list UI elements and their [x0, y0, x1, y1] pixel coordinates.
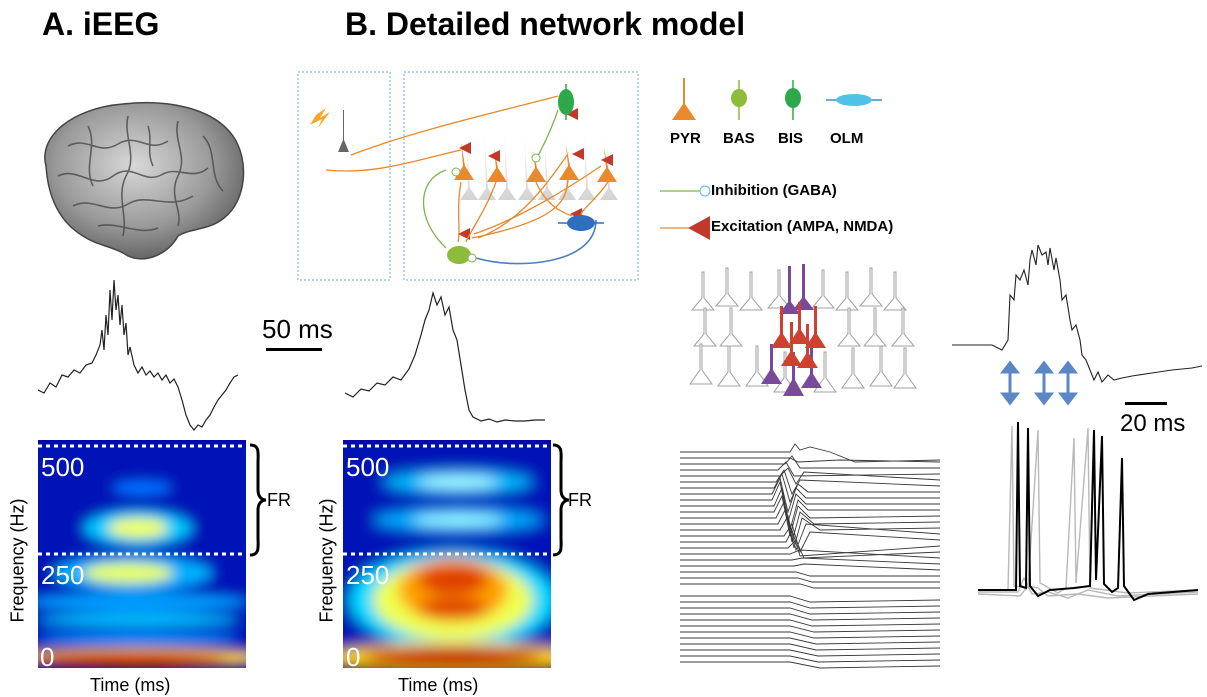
scalebar-20ms: [1125, 402, 1167, 405]
input-box: [297, 71, 391, 281]
network-box: [403, 71, 639, 281]
panel-a-title: A. iEEG: [42, 6, 160, 42]
bis-icon: [785, 80, 801, 120]
spectrogram-b: [343, 440, 551, 668]
brace-a: [249, 443, 267, 557]
spec-a-tick-500: 500: [41, 452, 85, 482]
neuron-grid: [689, 264, 917, 396]
inhibition-legend-label: Inhibition (GABA): [711, 182, 837, 199]
spec-b-ylabel: Frequency (Hz): [316, 498, 337, 623]
legend-bas-label: BAS: [723, 130, 755, 147]
spec-b-tick-500: 500: [346, 452, 390, 482]
brace-b: [552, 443, 570, 557]
spec-b-xlabel: Time (ms): [398, 675, 479, 695]
spec-b-band-label: FR: [568, 490, 592, 510]
network-schematic: [297, 71, 639, 281]
excitation-legend-icon: [660, 216, 710, 240]
excitation-legend-label: Excitation (AMPA, NMDA): [711, 218, 894, 235]
legend-olm-label: OLM: [830, 130, 864, 147]
double-arrows: [999, 360, 1079, 406]
inhibition-legend-icon: [660, 185, 711, 197]
spectrogram-a: [38, 440, 246, 668]
bas-icon: [731, 80, 747, 120]
spec-a-tick-250: 250: [41, 560, 85, 590]
right-trace: [952, 244, 1203, 384]
spec-a-xlabel: Time (ms): [90, 675, 171, 695]
spec-a-ylabel: Frequency (Hz): [7, 498, 28, 623]
ieeg-trace: [37, 279, 239, 431]
spec-a-band-label: FR: [267, 490, 291, 510]
olm-icon: [826, 94, 882, 106]
legend-pyr-label: PYR: [670, 130, 701, 147]
spec-b-tick-0: 0: [346, 642, 361, 672]
spec-a-tick-0: 0: [40, 642, 55, 672]
scalebar-20ms-label: 20 ms: [1120, 410, 1186, 437]
scalebar-50ms: [266, 348, 322, 351]
legend-bis-label: BIS: [778, 130, 804, 147]
pyr-icon: [672, 78, 696, 120]
model-raster: [680, 443, 941, 669]
brain-image: [44, 101, 245, 260]
model-trace: [344, 290, 545, 423]
scalebar-50ms-label: 50 ms: [262, 314, 333, 344]
panel-b-title: B. Detailed network model: [345, 6, 746, 42]
spec-b-tick-250: 250: [346, 560, 390, 590]
spike-traces: [977, 421, 1199, 602]
